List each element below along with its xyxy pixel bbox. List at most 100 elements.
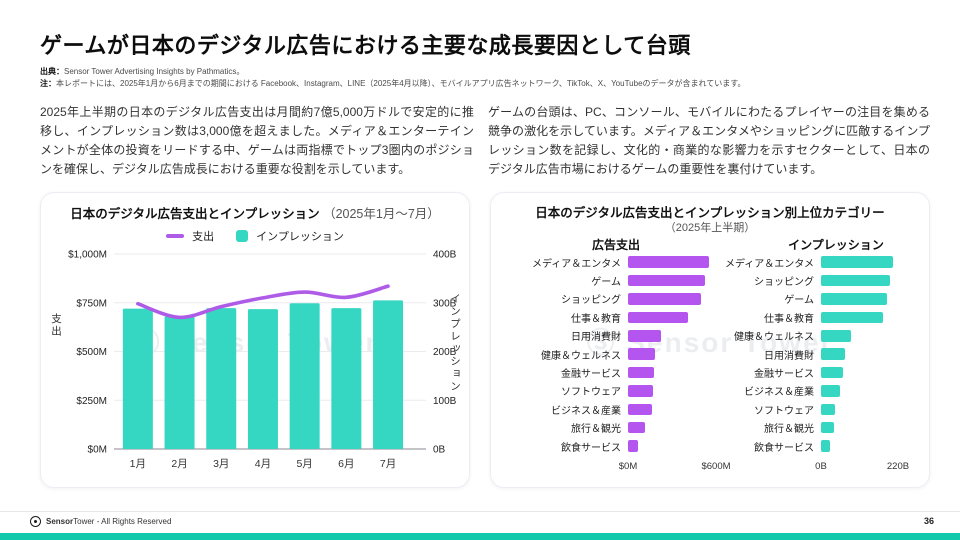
impressions-legend-swatch <box>236 230 249 242</box>
category-row: メディア＆エンタメ <box>716 253 923 271</box>
category-row: ゲーム <box>716 290 923 308</box>
category-label: ゲーム <box>591 277 621 289</box>
category-row: 日用消費財 <box>499 327 716 345</box>
panel-rows-1: メディア＆エンタメ ショッピング ゲーム 仕事＆教育 健康＆ウェルネス 日用消費財 金融サー… <box>716 253 923 455</box>
combo-chart-title: 日本のデジタル広告支出とインプレッション （2025年1月〜7月） <box>70 207 440 221</box>
category-label: ゲーム <box>784 295 814 307</box>
combo-chart: $0M 0B $250M 100B $500M 200B $750M 300B $1,000M 4… <box>41 239 471 486</box>
page-number: 36 <box>923 516 934 526</box>
category-label: メディア＆エンタメ <box>532 258 621 270</box>
category-label: 旅行＆観光 <box>763 424 814 436</box>
category-row: 健康＆ウェルネス <box>716 327 923 345</box>
category-bar <box>820 385 840 397</box>
note-text: 本レポートには、2025年1月から6月までの期間における Facebook、In… <box>56 79 746 88</box>
category-bar <box>628 421 645 434</box>
axis-tick: $0M <box>618 461 638 473</box>
svg-text:$500M: $500M <box>76 347 107 358</box>
spend-legend-label: 支出 <box>192 231 215 243</box>
category-bar <box>820 274 890 287</box>
category-label: 飲食サービス <box>753 442 814 454</box>
category-label: 日用消費財 <box>763 350 814 362</box>
combo-chart-subtitle: （2025年1月〜7月） <box>323 207 440 221</box>
note-line: 注：本レポートには、2025年1月から6月までの期間における Facebook、… <box>40 78 930 89</box>
svg-text:200B: 200B <box>433 347 457 358</box>
source-line: 出典：Sensor Tower Advertising Insights by … <box>40 66 930 77</box>
category-row: ショッピング <box>499 290 716 308</box>
svg-text:2月: 2月 <box>171 458 187 470</box>
category-label: 旅行＆観光 <box>571 424 621 436</box>
paragraph-left: 2025年上半期の日本のデジタル広告支出は月間約7億5,000万ドルで安定的に推… <box>40 105 474 176</box>
category-label: ビジネス＆産業 <box>743 387 814 399</box>
category-row: 旅行＆観光 <box>716 419 923 437</box>
svg-text:6月: 6月 <box>338 458 354 470</box>
category-chart-subtitle: （2025年上半期） <box>664 222 756 234</box>
category-label: 飲食サービス <box>561 442 621 454</box>
impressions-legend-label: インプレッション <box>256 231 344 243</box>
category-label: 健康＆ウェルネス <box>541 350 621 362</box>
combo-chart-svg: $0M 0B $250M 100B $500M 200B $750M 300B $1,000M 4… <box>68 250 457 471</box>
sensor-tower-logo-icon <box>30 516 41 527</box>
category-bar <box>820 330 852 342</box>
category-row: ソフトウェア <box>499 382 716 400</box>
svg-text:3月: 3月 <box>213 458 229 470</box>
svg-text:5月: 5月 <box>296 458 312 470</box>
category-bar <box>820 348 846 360</box>
category-label: ビジネス＆産業 <box>551 405 621 417</box>
category-bar <box>628 330 661 342</box>
svg-text:1月: 1月 <box>130 458 146 470</box>
svg-text:400B: 400B <box>433 250 457 261</box>
category-row: 飲食サービス <box>716 437 923 455</box>
accent-strip <box>0 533 960 540</box>
chart-card-spend-impressions: 日本のデジタル広告支出とインプレッション （2025年1月〜7月） 支出 インプ… <box>40 192 470 488</box>
category-chart-title: 日本のデジタル広告支出とインプレッション別上位カテゴリー <box>535 206 885 220</box>
category-row: メディア＆エンタメ <box>499 253 716 271</box>
rights-text: - All Rights Reserved <box>94 517 172 526</box>
panel-rows-0: メディア＆エンタメゲーム ショッピング仕事＆教育日用消費財健康＆ウェルネス金融サー… <box>499 253 716 455</box>
brand-bold: Sensor <box>46 517 74 526</box>
category-row: 金融サービス <box>716 363 923 381</box>
spend-panel: メディア＆エンタメゲーム ショッピング仕事＆教育日用消費財健康＆ウェルネス金融サー… <box>499 253 731 475</box>
chart-card-top-categories: 日本のデジタル広告支出とインプレッション別上位カテゴリー （2025年上半期） … <box>490 192 930 488</box>
category-bar <box>628 348 656 360</box>
category-bar <box>820 440 831 452</box>
category-bar <box>628 385 653 397</box>
svg-text:$750M: $750M <box>76 298 107 309</box>
category-row: ショッピング <box>716 271 923 289</box>
category-bar <box>628 403 652 416</box>
axis-tick: $600M <box>701 461 731 473</box>
category-row: ビジネス＆産業 <box>499 400 716 418</box>
svg-text:7月: 7月 <box>380 458 396 470</box>
category-bar <box>820 403 835 416</box>
category-label: ソフトウェア <box>561 387 621 399</box>
category-label: 健康＆ウェルネス <box>733 332 814 344</box>
brand-regular: Tower <box>73 517 95 526</box>
category-label: ショッピング <box>753 277 814 289</box>
axis-tick: 220B <box>886 461 910 473</box>
category-row: 日用消費財 <box>716 345 923 363</box>
spend-legend-swatch <box>166 234 185 238</box>
svg-text:$0M: $0M <box>88 445 107 456</box>
svg-text:300B: 300B <box>433 298 457 309</box>
axis-tick: 0B <box>815 461 827 473</box>
spend-panel-axis: $0M $600M <box>499 461 731 475</box>
spend-panel-heading: 広告支出 <box>591 238 640 252</box>
note-label: 注： <box>40 79 56 88</box>
category-row: ビジネス＆産業 <box>716 382 923 400</box>
category-bar <box>820 366 844 379</box>
paragraph-right: ゲームの台頭は、PC、コンソール、モバイルにわたるプレイヤーの注目を集める競争の… <box>488 105 930 176</box>
category-panels: メディア＆エンタメ ゲーム ショッピング 仕事＆教育 日用消費財 健康＆ウェルネス 金融サー… <box>499 253 923 475</box>
svg-text:100B: 100B <box>433 396 457 407</box>
combo-chart-legend: 支出 インプレッション <box>41 228 469 244</box>
category-label: 仕事＆教育 <box>571 313 621 325</box>
category-bar <box>628 256 709 268</box>
category-label: ソフトウェア <box>753 405 814 417</box>
right-axis-title: インプレッション <box>449 293 461 393</box>
category-bar <box>628 366 655 379</box>
category-label: 金融サービス <box>753 369 814 381</box>
category-row: 飲食サービス <box>499 437 716 455</box>
svg-text:0B: 0B <box>433 445 446 456</box>
category-bar <box>628 293 702 305</box>
category-label: 金融サービス <box>561 369 621 381</box>
category-row: 金融サービス <box>499 363 716 381</box>
